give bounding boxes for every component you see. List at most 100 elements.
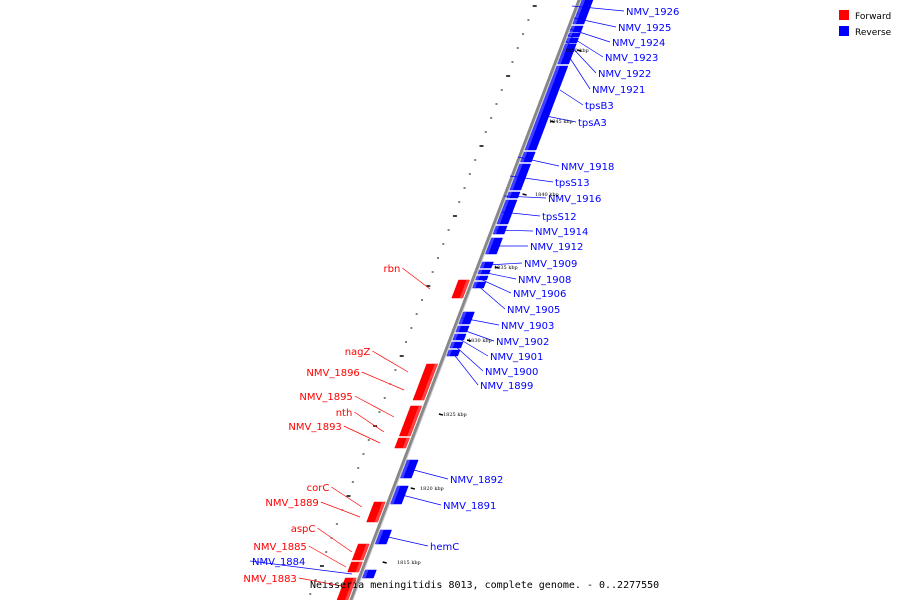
legend-label-reverse: Reverse xyxy=(855,28,892,38)
label-leader xyxy=(481,271,517,280)
gene-label: NMV_1921 xyxy=(592,85,645,96)
gene-block-shade xyxy=(374,512,382,522)
reverse-gene-block xyxy=(374,529,392,545)
legend: Forward Reverse xyxy=(839,10,892,38)
gene-label: corC xyxy=(307,483,330,494)
genome-caption: Neisseria meningitidis 8013, complete ge… xyxy=(310,580,659,591)
label-leader xyxy=(459,328,495,342)
label-leader xyxy=(317,527,353,553)
label-leader xyxy=(361,371,405,391)
kbp-tick xyxy=(577,49,582,52)
gene-block-shade xyxy=(452,334,459,340)
label-leader xyxy=(517,156,560,167)
gene-block-shade xyxy=(360,544,370,560)
gene-label: NMV_1926 xyxy=(626,7,679,18)
reverse-gene-block xyxy=(509,163,532,191)
gene-block-shade xyxy=(455,326,462,332)
gene-block-shade xyxy=(525,66,560,150)
gene-block-shade xyxy=(459,280,470,298)
gene-block-shade xyxy=(355,562,363,572)
reverse-gene-block xyxy=(446,349,461,357)
gene-block-shade xyxy=(520,152,528,162)
forward-gene-block xyxy=(336,577,357,600)
gene-label: NMV_1905 xyxy=(507,305,560,316)
kbp-tick xyxy=(382,561,387,564)
label-leader xyxy=(559,89,584,106)
gene-label: NMV_1900 xyxy=(485,367,538,378)
label-leader xyxy=(545,115,577,123)
reverse-gene-block xyxy=(472,281,487,289)
kbp-label: 1845 kbp xyxy=(549,119,573,125)
gene-block-shade xyxy=(572,14,580,24)
reverse-gene-block xyxy=(520,151,536,163)
kbp-tick xyxy=(550,120,555,123)
gene-block-shade xyxy=(557,44,569,64)
kbp-label: 1815 kbp xyxy=(397,560,421,566)
label-leader xyxy=(475,283,506,310)
gene-label: NMV_1892 xyxy=(450,475,503,486)
forward-gene-block xyxy=(394,437,410,449)
gene-label: tpsB3 xyxy=(585,101,614,112)
legend-label-forward: Forward xyxy=(855,12,891,22)
gene-block-shade xyxy=(345,578,357,600)
label-leader xyxy=(455,336,489,357)
genome-backbone xyxy=(349,0,581,600)
gene-block-shade xyxy=(569,26,576,32)
reverse-gene-block xyxy=(496,199,518,225)
reverse-gene-block xyxy=(361,569,377,579)
gene-block-shade xyxy=(362,570,369,578)
gene-label: NMV_1885 xyxy=(253,542,306,553)
gene-block-shade xyxy=(421,380,432,400)
gene-label: rbn xyxy=(384,264,401,275)
label-leader xyxy=(509,175,554,183)
gene-label: NMV_1901 xyxy=(490,352,543,363)
gene-block-shade xyxy=(428,364,438,380)
reverse-gene-block xyxy=(557,43,577,65)
label-leader xyxy=(453,344,484,372)
gene-label: NMV_1902 xyxy=(496,337,549,348)
kbp-label: 1830 kbp xyxy=(468,338,492,344)
gene-label: NMV_1923 xyxy=(605,53,658,64)
kbp-tick xyxy=(522,193,527,196)
label-leader xyxy=(461,317,500,326)
tick-marks xyxy=(309,5,537,595)
label-leader xyxy=(565,40,597,74)
label-leader xyxy=(487,262,523,266)
genome-backbone-highlight xyxy=(352,0,582,600)
label-leader xyxy=(354,411,385,433)
gene-label: tpsS13 xyxy=(555,178,590,189)
legend-swatch-forward xyxy=(839,10,849,20)
gene-labels: NMV_1926 NMV_1925 NMV_1924 NMV_1923 NMV_1922… xyxy=(243,7,679,585)
label-leader xyxy=(571,5,625,12)
label-leader xyxy=(409,468,449,480)
label-leader xyxy=(495,229,534,232)
gene-label: NMV_1893 xyxy=(288,422,341,433)
gene-label: hemC xyxy=(430,542,459,553)
label-leader xyxy=(567,34,604,58)
kbp-tick xyxy=(494,266,499,269)
kbp-tick xyxy=(466,339,472,342)
label-leader xyxy=(477,277,512,294)
gene-block-shade xyxy=(378,502,386,512)
gene-label: NMV_1889 xyxy=(265,498,318,509)
gene-block-shade xyxy=(410,406,422,428)
forward-gene-block xyxy=(347,561,363,573)
gene-block-shade xyxy=(472,282,478,288)
gene-label: NMV_1884 xyxy=(252,557,305,568)
label-leader xyxy=(249,560,353,575)
reverse-gene-block xyxy=(524,65,569,151)
gene-block-shade xyxy=(407,428,414,436)
gene-label: nth xyxy=(336,408,353,419)
forward-gene-block xyxy=(398,427,414,437)
gene-label: aspC xyxy=(291,524,316,535)
label-leader xyxy=(308,545,347,568)
gene-block-shade xyxy=(475,276,481,280)
kbp-label: 1835 kbp xyxy=(494,265,518,271)
forward-gene-block xyxy=(351,543,370,561)
gene-label: NMV_1899 xyxy=(480,381,533,392)
label-leader xyxy=(331,486,363,508)
reverse-gene-block xyxy=(475,275,489,281)
gene-block-shade xyxy=(480,262,486,268)
kbp-tick xyxy=(438,413,444,416)
label-leader xyxy=(372,350,409,373)
